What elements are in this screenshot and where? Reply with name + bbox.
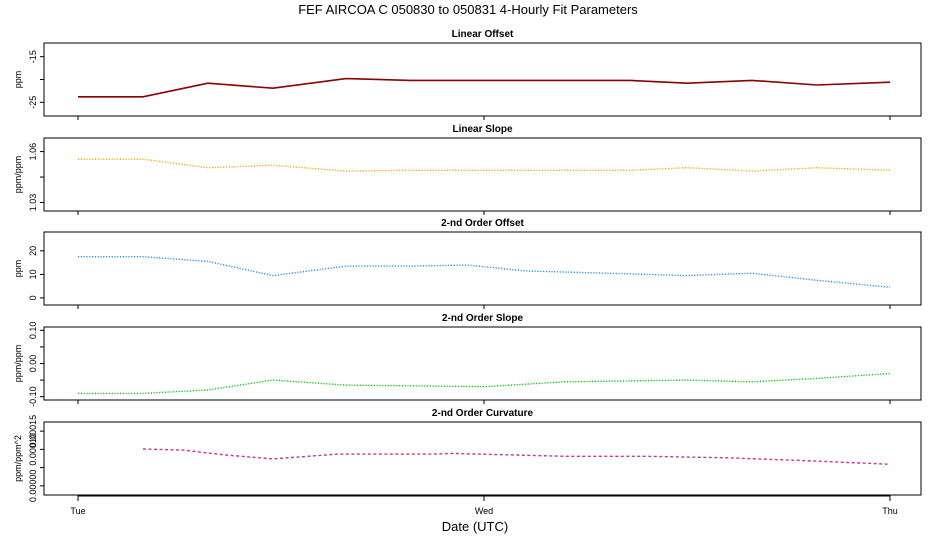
panel-3: 2-nd Order Offset ppm 0 10 20 bbox=[13, 218, 922, 309]
y-tick-label: -0.10 bbox=[28, 386, 38, 407]
y-tick-label: 0.10 bbox=[28, 322, 38, 340]
panel-title: 2-nd Order Curvature bbox=[432, 408, 534, 419]
y-tick-label: 0.00015 bbox=[28, 415, 38, 448]
y-tick-label: 0.00000 bbox=[28, 470, 38, 503]
x-axis-title: Date (UTC) bbox=[442, 519, 508, 534]
x-tick-label: Thu bbox=[882, 506, 898, 516]
series-line-1 bbox=[78, 77, 891, 98]
y-tick-label: -15 bbox=[28, 50, 38, 63]
panel-frame bbox=[43, 42, 922, 117]
panel-title: 2-nd Order Slope bbox=[442, 313, 524, 324]
panel-frame bbox=[43, 326, 922, 401]
y-axis-label: ppm/ppm^2 bbox=[13, 435, 23, 482]
y-axis-label: ppm bbox=[13, 71, 23, 89]
panel-frame bbox=[43, 231, 922, 306]
y-tick-label: 0.00 bbox=[28, 355, 38, 373]
panel-1: Linear Offset ppm -25 -15 bbox=[13, 29, 922, 120]
panel-title: Linear Slope bbox=[452, 124, 512, 135]
y-tick-label: 0 bbox=[28, 295, 38, 300]
y-tick-label: 10 bbox=[28, 269, 38, 279]
y-axis-label: ppm/ppm bbox=[13, 156, 23, 194]
x-tick-label: Wed bbox=[475, 506, 493, 516]
y-tick-label: 0.00010 bbox=[28, 433, 38, 466]
main-title: FEF AIRCOA C 050830 to 050831 4-Hourly F… bbox=[298, 2, 638, 17]
series-line-1 bbox=[78, 158, 891, 172]
series-line-1 bbox=[142, 448, 891, 465]
panel-5: 2-nd Order Curvature ppm/ppm^2 0.00000 0.00… bbox=[13, 408, 922, 503]
series-line-1 bbox=[78, 372, 891, 395]
x-tick-label: Tue bbox=[70, 506, 85, 516]
y-axis-label: ppm/ppm bbox=[13, 345, 23, 383]
panel-frame bbox=[43, 137, 922, 212]
panel-title: Linear Offset bbox=[452, 29, 514, 40]
y-tick-label: -25 bbox=[28, 96, 38, 109]
series-line-1 bbox=[78, 256, 891, 288]
panels: Linear Offset ppm -25 -15 Linear Slope ppm/pp… bbox=[13, 29, 922, 503]
x-axis: Tue Wed Thu bbox=[70, 495, 898, 516]
panel-2: Linear Slope ppm/ppm 1.03 1.06 bbox=[13, 124, 922, 215]
y-tick-label: 20 bbox=[28, 246, 38, 256]
y-tick-label: 1.03 bbox=[28, 194, 38, 212]
panel-title: 2-nd Order Offset bbox=[441, 218, 524, 229]
y-tick-label: 1.06 bbox=[28, 143, 38, 161]
panel-frame bbox=[43, 421, 922, 496]
y-axis-label: ppm bbox=[13, 260, 23, 278]
panel-4: 2-nd Order Slope ppm/ppm -0.10 0.00 0.10 bbox=[13, 313, 922, 407]
